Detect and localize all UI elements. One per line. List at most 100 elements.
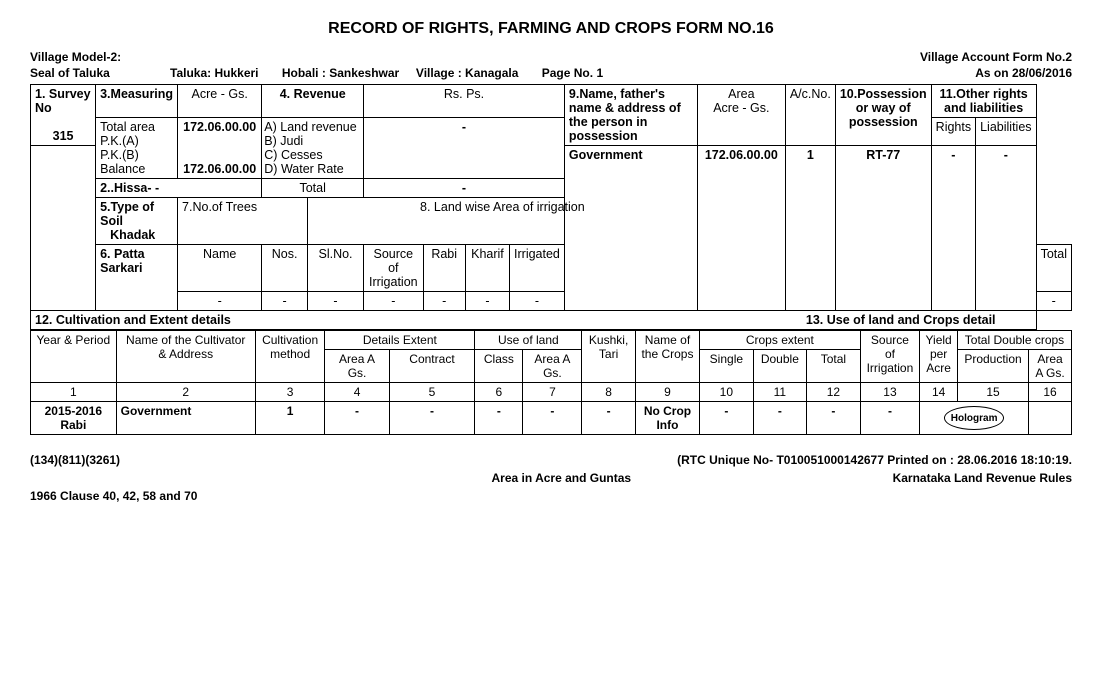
rd8: -	[807, 402, 861, 435]
total-area-label: Total area	[100, 120, 155, 134]
use-of-land-label: Use of land	[475, 331, 582, 350]
d5: -	[423, 292, 465, 311]
survey-no-label: 1. Survey No	[35, 87, 91, 115]
acre-gs-label: Acre - Gs.	[178, 85, 262, 118]
row-year: 2015-2016 Rabi	[31, 402, 117, 435]
class-label: Class	[475, 350, 523, 383]
rd2: -	[389, 402, 475, 435]
footer-area-unit: Area in Acre and Guntas	[492, 471, 632, 485]
as-on-label: As on	[975, 66, 1008, 80]
n1: 1	[31, 383, 117, 402]
account-form-label: Village Account Form No.2	[920, 50, 1072, 64]
revenue-label: 4. Revenue	[280, 87, 346, 101]
n9: 9	[635, 383, 699, 402]
possession-val: RT-77	[835, 146, 931, 311]
kushki-tari-label: Kushki, Tari	[582, 331, 636, 383]
rs-ps-label: Rs. Ps.	[364, 85, 565, 118]
taluka-label: Taluka:	[170, 66, 211, 80]
contract-label: Contract	[389, 350, 475, 383]
rev-a: A) Land revenue	[264, 120, 356, 134]
col9-label: 9.Name, father's name & address of the p…	[569, 87, 681, 143]
seal-label: Seal of Taluka	[30, 66, 170, 80]
main-table: 1. Survey No315 3.Measuring Acre - Gs. 4…	[30, 84, 1072, 330]
rev-c: C) Cesses	[264, 148, 322, 162]
total-label2: Total	[807, 350, 861, 383]
liabilities-val: -	[976, 146, 1036, 311]
rd7: -	[753, 402, 807, 435]
no-crop: No Crop Info	[635, 402, 699, 435]
footer-codes: (134)(811)(3261)	[30, 453, 120, 467]
nos-label: Nos.	[262, 245, 308, 292]
total-label: Total	[262, 179, 364, 198]
details-extent-label: Details Extent	[325, 331, 475, 350]
rev-b: B) Judi	[264, 134, 303, 148]
irrigation-label: 8. Land wise Area of irrigation	[307, 198, 697, 245]
area-ags2-label: Area A Gs.	[523, 350, 582, 383]
source-irr-label2: Source of Irrigation	[860, 331, 920, 383]
rd3: -	[475, 402, 523, 435]
village-value: Kanagala	[465, 66, 518, 80]
page-no-label: Page No.	[542, 66, 593, 80]
n6: 6	[475, 383, 523, 402]
patta-val: Sarkari	[100, 261, 142, 275]
n7: 7	[523, 383, 582, 402]
kharif-label: Kharif	[465, 245, 509, 292]
area-ags-label: Area A Gs.	[325, 350, 389, 383]
n13: 13	[860, 383, 920, 402]
footer: (134)(811)(3261) (RTC Unique No- T010051…	[30, 453, 1072, 503]
hobali-label: Hobali :	[282, 66, 326, 80]
year-period-label: Year & Period	[31, 331, 117, 383]
n15: 15	[957, 383, 1028, 402]
source-irr-label: Source of Irrigation	[364, 245, 423, 292]
rd9: -	[860, 402, 920, 435]
n12: 12	[807, 383, 861, 402]
taluka-value: Hukkeri	[214, 66, 258, 80]
name-label: Name	[178, 245, 262, 292]
d2: -	[262, 292, 308, 311]
n11: 11	[753, 383, 807, 402]
n4: 4	[325, 383, 389, 402]
acno-val: 1	[785, 146, 835, 311]
yield-label: Yield per Acre	[920, 331, 958, 383]
page-title: RECORD OF RIGHTS, FARMING AND CROPS FORM…	[30, 20, 1072, 38]
production-label: Production	[957, 350, 1028, 383]
footer-clause: 1966 Clause 40, 42, 58 and 70	[30, 489, 197, 503]
n16: 16	[1029, 383, 1072, 402]
hologram-stamp: Hologram	[944, 406, 1004, 430]
page-no-value: 1	[596, 66, 603, 80]
soil-label: 5.Type of Soil	[100, 200, 154, 228]
acno-label: A/c.No.	[785, 85, 835, 146]
crops-extent-label: Crops extent	[700, 331, 861, 350]
slno-label: Sl.No.	[307, 245, 363, 292]
footer-rules: Karnataka Land Revenue Rules	[893, 471, 1072, 485]
label13: 13. Use of land and Crops detail	[806, 313, 996, 327]
village-label: Village :	[416, 66, 462, 80]
patta-label: 6. Patta	[100, 247, 144, 261]
d3: -	[307, 292, 363, 311]
n5: 5	[389, 383, 475, 402]
total-area-val1: 172.06.00.00	[183, 120, 256, 134]
rabi-label: Rabi	[423, 245, 465, 292]
label12: 12. Cultivation and Extent details	[35, 313, 231, 327]
header-row-2: Seal of Taluka Taluka: Hukkeri Hobali : …	[30, 66, 1072, 80]
rights-label: Rights	[931, 118, 975, 146]
double-label: Double	[753, 350, 807, 383]
header-row-1: Village Model-2: Village Account Form No…	[30, 50, 1072, 64]
rev-d: D) Water Rate	[264, 162, 343, 176]
area-ags3-label: Area A Gs.	[1029, 350, 1072, 383]
balance: Balance	[100, 162, 145, 176]
col11-label: 11.Other rights and liabilities	[939, 87, 1027, 115]
pkb: P.K.(B)	[100, 148, 139, 162]
n10: 10	[700, 383, 754, 402]
rd4: -	[523, 402, 582, 435]
row-method: 1	[255, 402, 325, 435]
village-model-label: Village Model-2:	[30, 50, 121, 64]
name-crops-label: Name of the Crops	[635, 331, 699, 383]
rights-val: -	[931, 146, 975, 311]
revenue-dash: -	[364, 118, 565, 179]
n2: 2	[116, 383, 255, 402]
total-col-label: Total	[1036, 245, 1071, 292]
cultivation-method-label: Cultivation method	[255, 331, 325, 383]
irrigated-label: Irrigated	[510, 245, 565, 292]
d6: -	[465, 292, 509, 311]
